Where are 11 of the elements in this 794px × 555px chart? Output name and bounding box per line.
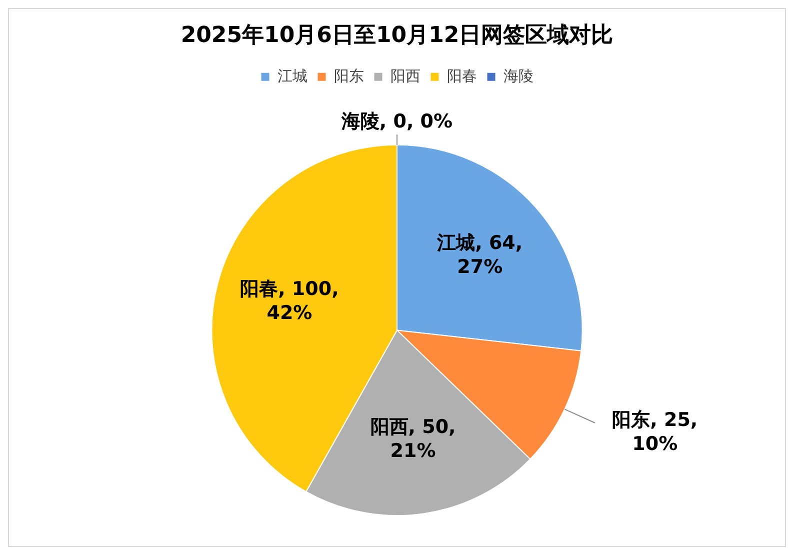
data-label: 阳西, 50, 21% [370, 416, 456, 462]
legend-label: 阳春 [446, 66, 477, 85]
legend-label: 阳东 [334, 66, 364, 85]
legend-label: 江城 [277, 66, 308, 85]
legend-label: 阳西 [390, 66, 420, 85]
legend-label: 海陵 [503, 66, 534, 85]
text: 海陵, 0, 0% [341, 110, 453, 133]
data-label: 江城, 64, 27% [436, 232, 523, 278]
data-label: 阳东, 25, 10% [612, 408, 698, 455]
chart-title: 2025年10月6日至10月12日网签区域对比 [180, 22, 614, 48]
data-label: 阳春, 100, 42% [240, 278, 339, 324]
